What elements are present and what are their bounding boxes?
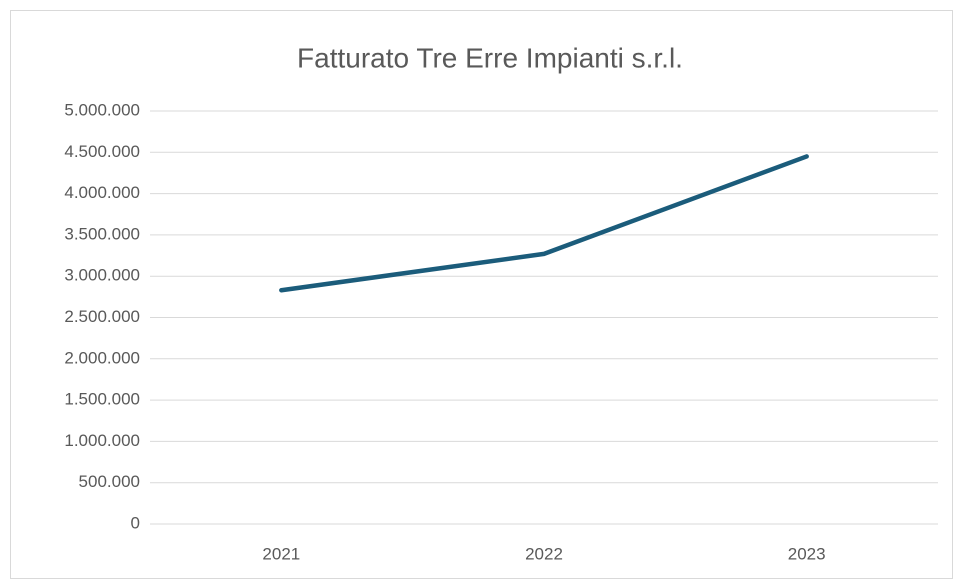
y-tick-label: 4.500.000 <box>64 142 140 161</box>
chart-border <box>10 10 953 579</box>
y-tick-label: 1.000.000 <box>64 431 140 450</box>
x-tick-label: 2023 <box>788 544 826 563</box>
y-tick-label: 3.500.000 <box>64 224 140 243</box>
y-tick-label: 1.500.000 <box>64 390 140 409</box>
y-tick-label: 2.000.000 <box>64 348 140 367</box>
y-tick-label: 4.000.000 <box>64 183 140 202</box>
data-line <box>279 154 809 293</box>
y-tick-label: 0 <box>131 513 140 532</box>
x-tick-label: 2022 <box>525 544 563 563</box>
y-tick-label: 2.500.000 <box>64 307 140 326</box>
y-tick-label: 5.000.000 <box>64 100 140 119</box>
y-tick-label: 3.000.000 <box>64 266 140 285</box>
x-tick-label: 2021 <box>262 544 300 563</box>
chart-title: Fatturato Tre Erre Impianti s.r.l. <box>297 42 683 73</box>
y-tick-label: 500.000 <box>79 472 140 491</box>
